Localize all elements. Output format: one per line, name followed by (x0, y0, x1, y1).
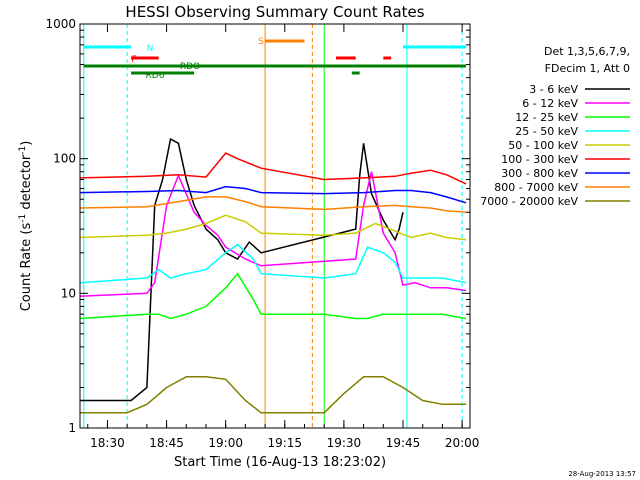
legend-entry-label: 800 - 7000 keV (494, 181, 578, 194)
x-tick-label: 19:00 (208, 436, 243, 450)
series-layer (79, 137, 467, 414)
legend-entry-label: 3 - 6 keV (529, 83, 578, 96)
series-line-800-7000-kev (79, 196, 467, 214)
series-line-7000-20000-kev (79, 376, 467, 414)
series-line-300-800-kev (79, 185, 467, 204)
series-line-50-100-kev (79, 214, 467, 241)
flag-label-rd6: RD6 (146, 71, 165, 81)
legend-header-line1: Det 1,3,5,6,7,9, (544, 45, 630, 58)
legend-header-line2: FDecim 1, Att 0 (545, 62, 630, 75)
series-line-25-50-kev (79, 243, 467, 284)
plot-frame (79, 23, 471, 429)
legend: Det 1,3,5,6,7,9, FDecim 1, Att 0 3 - 6 k… (480, 45, 630, 208)
chart-title: HESSI Observing Summary Count Rates (125, 3, 424, 21)
series-line-12-25-kev (79, 272, 467, 320)
flag-label-rdo: RDO (180, 62, 200, 72)
state-flags: N F RDO RD6 S (83, 24, 467, 428)
y-tick-label: 10 (61, 286, 76, 300)
x-tick-label: 18:30 (90, 436, 125, 450)
legend-entry-label: 7000 - 20000 keV (480, 195, 578, 208)
x-tick-label: 20:00 (445, 436, 480, 450)
legend-entry-label: 6 - 12 keV (522, 97, 578, 110)
x-tick-label: 18:45 (149, 436, 184, 450)
x-tick-label: 19:45 (386, 436, 421, 450)
legend-entry-label: 12 - 25 keV (515, 111, 578, 124)
x-axis-label: Start Time (16-Aug-13 18:23:02) (174, 455, 386, 470)
y-tick-label: 100 (53, 152, 76, 166)
flag-label-s: S (258, 37, 264, 47)
flag-label-n: N (147, 44, 154, 54)
y-tick-label: 1 (68, 421, 76, 435)
legend-entry-label: 100 - 300 keV (501, 153, 578, 166)
series-line-6-12-kev (79, 171, 467, 298)
x-tick-label: 19:30 (327, 436, 362, 450)
legend-entry-label: 25 - 50 keV (515, 125, 578, 138)
date-stamp: 28-Aug-2013 13:57 (568, 470, 636, 478)
x-tick-label: 19:15 (267, 436, 302, 450)
y-axis-label: Count Rate (s-1 detector-1) (18, 141, 34, 312)
legend-entry-label: 50 - 100 keV (508, 139, 578, 152)
legend-entry-label: 300 - 800 keV (501, 167, 578, 180)
axes: 18:30 18:45 19:00 19:15 19:30 19:45 20:00 1 10 10… (45, 17, 479, 450)
series-line-100-300-kev (79, 152, 467, 185)
flag-label-f: F (131, 55, 136, 65)
y-tick-label: 1000 (45, 17, 76, 31)
